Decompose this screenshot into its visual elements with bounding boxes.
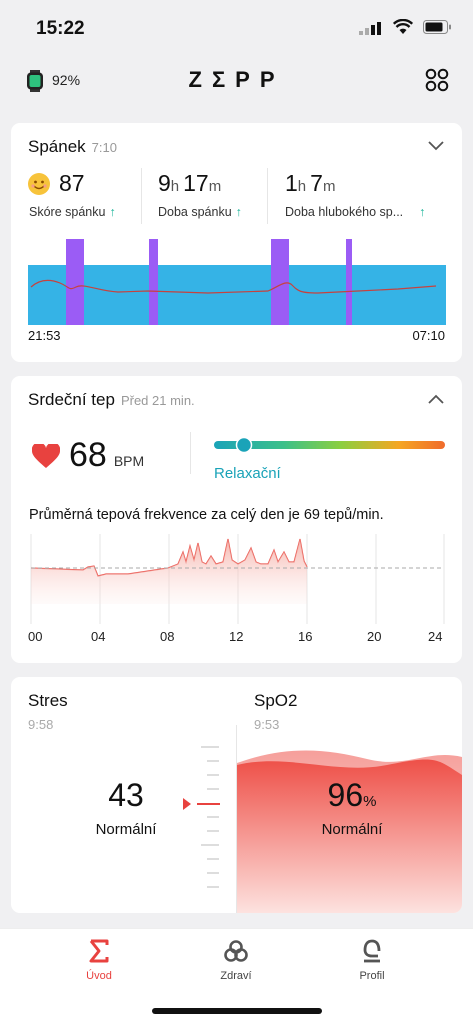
home-indicator (152, 1008, 322, 1014)
nav-home[interactable]: Úvod (49, 939, 149, 982)
profile-icon (363, 939, 381, 963)
heart-zone-label: Relaxační (214, 465, 281, 482)
spo2-label: Normální (321, 821, 383, 838)
apps-grid-icon[interactable] (425, 68, 449, 92)
watch-icon[interactable] (26, 70, 44, 92)
stress-time: 9:58 (28, 717, 54, 732)
sleep-heart-rate-line (30, 279, 437, 294)
stress-title: Stres (28, 691, 68, 710)
sleep-duration-minutes: 17 (183, 170, 209, 196)
sleep-start-time: 21:53 (28, 328, 61, 343)
hour-label: 24 (428, 629, 443, 644)
minutes-unit: m (208, 178, 222, 195)
deep-sleep-label: Doba hlubokého sp... ↑ (285, 205, 425, 219)
deep-sleep-block (66, 239, 84, 325)
wifi-icon (393, 19, 413, 34)
heart-zone-marker (235, 437, 253, 453)
nav-profile[interactable]: Profil (322, 939, 422, 982)
stress-value: 43 (108, 777, 144, 813)
status-bar: 15:22 (0, 0, 473, 56)
deep-sleep-minutes: 7 (310, 170, 323, 196)
stress-scale (183, 746, 220, 888)
heart-rate-title: Srdeční tep Před 21 min. (28, 390, 195, 410)
spo2-wave (237, 750, 462, 913)
sleep-score-value: 87 (59, 170, 85, 196)
bpm-unit: BPM (113, 453, 145, 469)
sleep-score-label-text: Skóre spánku (29, 205, 106, 219)
sleep-score-label: Skóre spánku ↑ (29, 205, 116, 219)
sleep-duration-label-text: Doba spánku (158, 205, 232, 219)
divider (141, 168, 142, 224)
divider (190, 432, 191, 474)
sleep-title: Spánek 7:10 (28, 137, 117, 157)
heart-rate-summary: Průměrná tepová frekvence za celý den je… (29, 507, 384, 523)
deep-sleep-label-text: Doba hlubokého sp... (285, 205, 404, 219)
hours-unit: h (170, 178, 180, 195)
sleep-duration-label: Doba spánku ↑ (158, 205, 242, 219)
nav-home-label: Úvod (86, 970, 112, 982)
spo2-value: 96 (327, 777, 364, 813)
heart-rate-chart (30, 534, 445, 624)
heart-rate-title-text: Srdeční tep (28, 390, 115, 409)
battery-icon (423, 20, 451, 34)
sleep-time: 7:10 (91, 140, 117, 155)
chevron-up-icon[interactable] (428, 394, 444, 404)
deep-sleep-block (149, 239, 158, 325)
sigma-home-icon (89, 939, 109, 963)
stress-pointer-icon (183, 798, 191, 810)
spo2-title: SpO2 (254, 691, 298, 710)
divider (267, 168, 268, 224)
chevron-down-icon[interactable] (428, 141, 444, 151)
watch-battery-percent: 92% (52, 72, 81, 88)
minutes-unit: m (322, 178, 336, 195)
stress-tile[interactable]: Stres 9:58 43 Normální (11, 677, 236, 913)
arrow-up-icon: ↑ (419, 205, 426, 219)
heart-rate-card[interactable]: Srdeční tep Před 21 min. 68 BPM Relaxační … (11, 376, 462, 663)
smiley-icon (28, 173, 50, 195)
deep-sleep-block (271, 239, 289, 325)
sleep-end-time: 07:10 (412, 328, 445, 343)
hours-unit: h (297, 178, 307, 195)
hour-label: 16 (298, 629, 313, 644)
arrow-up-icon: ↑ (109, 205, 116, 219)
sleep-chart (28, 239, 446, 325)
sleep-duration-hours: 9 (158, 170, 171, 196)
health-icon (224, 940, 248, 962)
hour-label: 08 (160, 629, 175, 644)
deep-sleep-block (346, 239, 352, 325)
spo2-time: 9:53 (254, 717, 280, 732)
sleep-card[interactable]: Spánek 7:10 87 Skóre spánku ↑ 9h 17m Doba s… (11, 123, 462, 362)
hour-label: 20 (367, 629, 382, 644)
zepp-logo: ZΣPP (188, 67, 285, 92)
stress-label: Normální (95, 821, 157, 838)
nav-health[interactable]: Zdraví (186, 939, 286, 982)
heart-rate-value: 68 (69, 436, 107, 474)
deep-sleep-hours: 1 (285, 170, 298, 196)
hour-label: 00 (28, 629, 43, 644)
status-time: 15:22 (36, 18, 85, 39)
signal-icon (359, 22, 381, 35)
hour-label: 12 (229, 629, 244, 644)
heart-rate-ago: Před 21 min. (120, 393, 195, 408)
heart-zone-scale (214, 437, 445, 453)
sleep-title-text: Spánek (28, 137, 86, 156)
hour-label: 04 (91, 629, 106, 644)
nav-health-label: Zdraví (220, 970, 252, 982)
light-sleep-band (28, 265, 446, 325)
spo2-unit: % (363, 793, 377, 810)
app-header: 92% ZΣPP (0, 56, 473, 106)
stress-spo2-card: Stres 9:58 43 Normální SpO2 9:53 96% Nor… (11, 677, 462, 913)
spo2-tile[interactable]: SpO2 9:53 96% Normální (237, 677, 462, 913)
nav-profile-label: Profil (359, 970, 385, 982)
heart-icon (32, 444, 60, 468)
divider (236, 725, 237, 913)
arrow-up-icon: ↑ (235, 205, 242, 219)
